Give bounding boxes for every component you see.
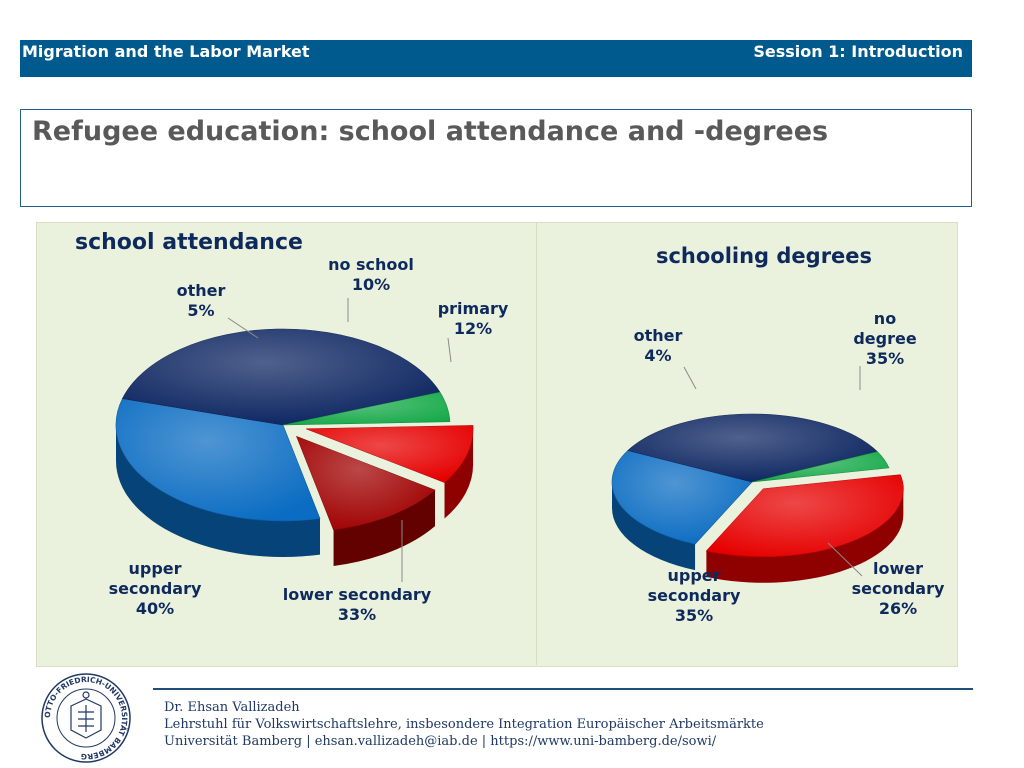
slice-label: no degree 35% [853, 309, 917, 368]
pie-chart-2: schooling degrees no degree 35% lower seconda… [611, 244, 945, 625]
pie-slice-side [706, 488, 904, 583]
pie-slice-sheen [296, 436, 436, 530]
slice-label: primary 12% [438, 299, 509, 338]
footer-text: Dr. Ehsan Vallizadeh Lehrstuhl für Volks… [164, 699, 764, 750]
pie-slice-sheen [306, 425, 474, 483]
pie-chart-1: school attendance no school 10% primary 12% l… [75, 230, 509, 624]
pie-slice-sheen [122, 328, 440, 425]
panel-divider [536, 222, 537, 665]
slice-label: other 5% [177, 281, 226, 320]
pie-slice-sheen [752, 451, 889, 482]
pie-slice-side [444, 428, 474, 519]
author-name: Dr. Ehsan Vallizadeh [164, 700, 300, 715]
slice-label: upper secondary 40% [109, 559, 202, 618]
chart-title: schooling degrees [656, 244, 872, 268]
slice-label: lower secondary 26% [852, 559, 945, 618]
contact-line: Universität Bamberg | ehsan.vallizadeh@i… [164, 734, 717, 749]
pie-slice-sheen [612, 450, 752, 545]
leader-line [827, 542, 863, 577]
slide-title-box: Refugee education: school attendance and… [20, 109, 972, 207]
pie-slice-side [612, 482, 696, 571]
pie-slice-sheen [706, 474, 904, 557]
slice-label: other 4% [634, 326, 683, 365]
pie-slice-sheen [283, 392, 450, 425]
header-bar: Migration and the Labor Market Session 1… [20, 40, 972, 77]
chair-name: Lehrstuhl für Volkswirtschaftslehre, ins… [164, 717, 764, 732]
course-title: Migration and the Labor Market [22, 42, 310, 61]
pie-slice-side [333, 490, 436, 566]
footer-divider [153, 688, 973, 690]
leader-line [447, 337, 452, 363]
leader-line [683, 366, 697, 390]
chart-title: school attendance [75, 230, 303, 255]
pie-slice-sheen [627, 413, 878, 482]
slice-label: no school 10% [328, 255, 414, 294]
slice-label: upper secondary 35% [648, 566, 741, 625]
pie-walls [612, 482, 904, 583]
pie-slice-sheen [116, 398, 320, 521]
leader-line [227, 317, 259, 339]
slide-title: Refugee education: school attendance and… [32, 116, 829, 147]
slice-label: lower secondary 33% [283, 585, 432, 624]
session-title: Session 1: Introduction [753, 42, 963, 61]
pie-walls [116, 425, 474, 566]
university-seal-logo: OTTO-FRIEDRICH-UNIVERSITÄT BAMBERG [40, 672, 132, 764]
pie-slice-side [116, 425, 320, 557]
